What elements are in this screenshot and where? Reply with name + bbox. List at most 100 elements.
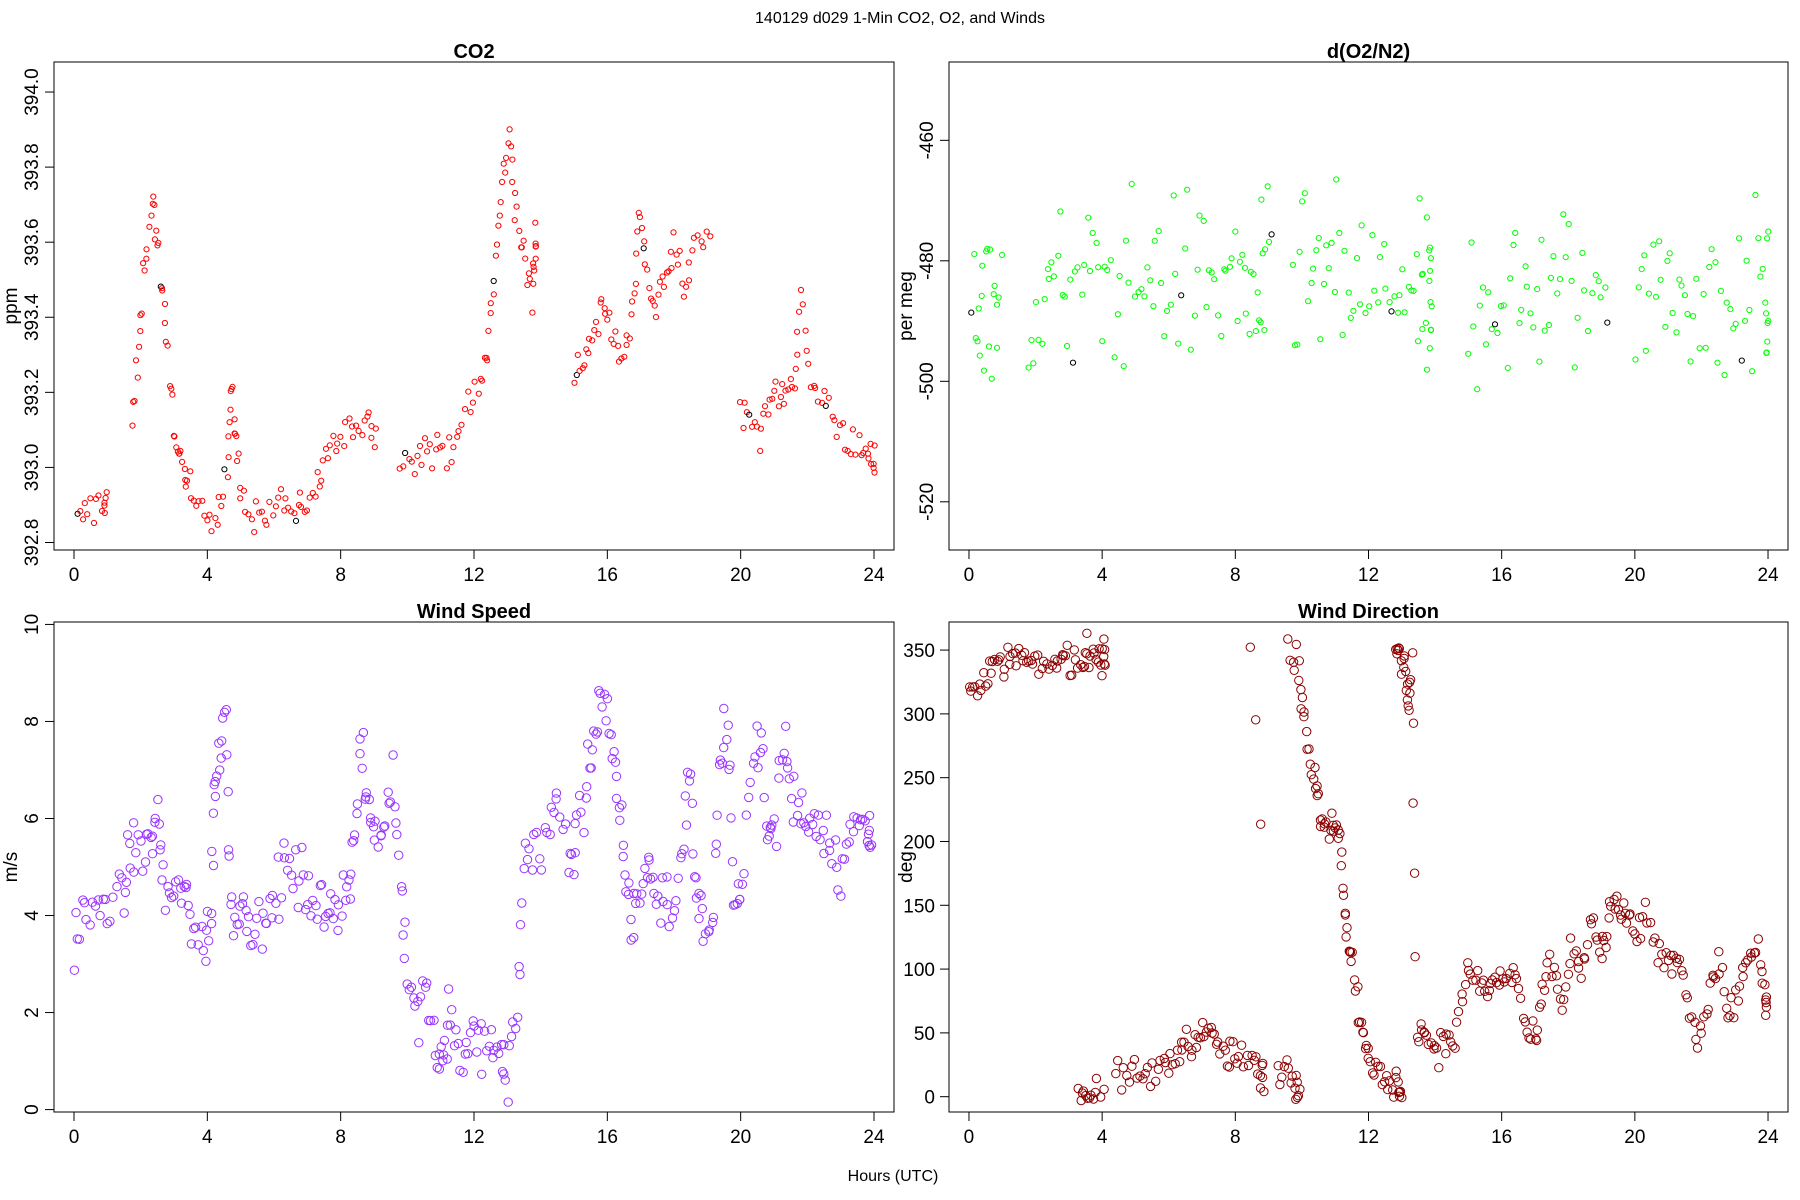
data-point — [871, 469, 878, 476]
panel-title: d(O2/N2) — [1327, 41, 1410, 63]
data-point — [439, 1035, 450, 1046]
data-point — [1245, 642, 1256, 652]
data-point — [725, 760, 735, 770]
data-point — [774, 773, 784, 783]
data-point — [1277, 1072, 1287, 1082]
data-point — [1690, 313, 1697, 320]
data-point — [1579, 954, 1590, 964]
data-point — [319, 922, 329, 932]
data-point — [371, 444, 378, 451]
data-point — [212, 515, 219, 522]
data-point — [794, 351, 801, 358]
data-point — [1365, 1057, 1375, 1067]
data-point — [1163, 307, 1171, 314]
data-point — [298, 870, 308, 880]
data-point — [792, 365, 799, 372]
data-point — [1081, 261, 1088, 268]
data-point — [458, 421, 465, 428]
data-point — [1687, 358, 1694, 365]
data-point — [1736, 235, 1743, 242]
data-point — [1147, 1058, 1157, 1068]
data-point — [864, 825, 874, 836]
y-tick-label: -500 — [917, 362, 938, 400]
data-point — [640, 245, 647, 252]
data-point — [1531, 1034, 1541, 1044]
y-tick-label: 50 — [914, 1024, 935, 1045]
data-point — [157, 875, 167, 885]
data-point — [527, 865, 538, 875]
data-point — [1438, 1031, 1449, 1042]
data-point — [551, 794, 561, 804]
data-point — [207, 846, 217, 857]
data-point — [1096, 1092, 1106, 1102]
data-point — [1094, 644, 1104, 654]
data-point — [359, 432, 366, 439]
data-point — [330, 432, 337, 439]
data-point — [465, 388, 472, 395]
data-point — [624, 878, 634, 888]
data-point — [735, 894, 745, 905]
data-point — [1241, 264, 1249, 271]
data-point — [549, 807, 559, 818]
data-point — [990, 291, 997, 298]
data-point — [226, 419, 233, 426]
data-point — [1021, 657, 1032, 667]
data-point — [638, 224, 646, 232]
data-point — [1470, 323, 1477, 330]
data-point — [965, 682, 975, 692]
data-point — [207, 908, 217, 919]
data-point — [653, 891, 663, 901]
data-point — [1228, 1037, 1238, 1047]
data-point — [496, 212, 503, 219]
data-point — [570, 818, 580, 829]
data-point — [1750, 947, 1761, 958]
data-point — [223, 787, 233, 797]
data-point — [370, 816, 380, 826]
data-point — [155, 239, 162, 246]
data-point — [854, 820, 864, 831]
data-point — [722, 734, 732, 745]
data-point — [1714, 947, 1724, 957]
data-point — [821, 810, 832, 820]
data-point — [398, 930, 408, 940]
data-point — [986, 668, 996, 678]
data-point — [1426, 244, 1434, 251]
x-tick-label: 4 — [1097, 565, 1108, 586]
data-point — [312, 493, 319, 500]
data-point — [1568, 277, 1575, 284]
data-point — [1399, 266, 1406, 273]
data-point — [830, 835, 841, 845]
data-point — [1541, 327, 1548, 334]
data-point — [154, 819, 165, 829]
data-point — [74, 934, 85, 944]
data-point — [265, 893, 275, 904]
data-point — [1341, 247, 1348, 254]
data-point — [1500, 302, 1507, 309]
data-point — [1628, 926, 1638, 936]
data-point — [1032, 299, 1040, 306]
data-point — [1250, 271, 1257, 278]
x-tick-label: 0 — [964, 565, 975, 586]
data-point — [1482, 341, 1490, 348]
data-point — [198, 945, 209, 956]
data-point — [1206, 1022, 1217, 1033]
data-point — [1361, 1040, 1372, 1051]
data-point — [1088, 644, 1098, 654]
data-point — [691, 873, 701, 883]
data-point — [1256, 819, 1266, 829]
data-point — [300, 904, 311, 915]
data-point — [1301, 190, 1308, 197]
data-point — [657, 873, 668, 883]
data-point — [1310, 783, 1321, 794]
data-point — [1302, 726, 1312, 737]
data-point — [696, 890, 706, 901]
data-point — [1759, 265, 1766, 272]
data-point — [1246, 330, 1253, 338]
data-point — [463, 1049, 473, 1059]
data-point — [1699, 1012, 1709, 1022]
data-point — [432, 1062, 442, 1073]
data-point — [1257, 1060, 1267, 1071]
data-point — [1761, 1002, 1772, 1012]
data-point — [1416, 195, 1423, 202]
data-point — [1484, 985, 1495, 996]
